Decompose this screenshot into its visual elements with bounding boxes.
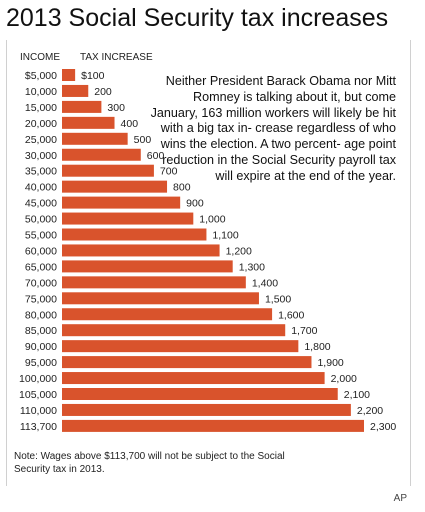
tax-increase-bar	[62, 228, 207, 241]
income-tick-label: 113,700	[20, 421, 57, 433]
tax-increase-bar	[62, 292, 259, 305]
income-tick-label: 45,000	[25, 198, 57, 210]
tax-increase-bar	[62, 340, 299, 353]
bar-value-label: 1,000	[199, 214, 225, 226]
tax-increase-bar	[62, 403, 351, 416]
tax-increase-bar	[62, 69, 76, 81]
income-tick-label: $5,000	[25, 70, 57, 82]
bar-value-label: 500	[134, 134, 152, 146]
bar-value-label: 1,600	[278, 309, 304, 321]
bar-value-label: 400	[121, 118, 139, 130]
chart-note: Note: Wages above $113,700 will not be s…	[14, 451, 285, 475]
bar-value-label: 1,500	[265, 293, 291, 305]
bar-value-label: 2,000	[331, 373, 357, 385]
bar-value-label: 2,200	[357, 405, 383, 417]
tax-increase-bar	[62, 196, 181, 209]
income-tick-label: 35,000	[25, 166, 57, 178]
income-tick-label: 20,000	[25, 118, 57, 130]
bar-value-label: 1,700	[291, 325, 317, 337]
tax-increase-bar	[62, 100, 102, 113]
chart-title: 2013 Social Security tax increases	[6, 4, 389, 32]
income-tick-label: 70,000	[25, 277, 57, 289]
bar-value-label: 2,300	[370, 421, 396, 433]
income-tick-label: 105,000	[19, 389, 57, 401]
tax-increase-bar	[62, 164, 154, 177]
bar-value-label: 200	[94, 86, 112, 98]
income-tick-label: 50,000	[25, 214, 57, 226]
income-tick-label: 65,000	[25, 261, 57, 273]
bar-value-label: 600	[147, 150, 165, 162]
income-tick-label: 30,000	[25, 150, 57, 162]
bar-value-label: 700	[160, 166, 178, 178]
income-tick-label: 10,000	[25, 86, 57, 98]
income-tick-label: 15,000	[25, 102, 57, 114]
income-tick-label: 75,000	[25, 293, 57, 305]
income-tick-label: 85,000	[25, 325, 57, 337]
income-tick-label: 25,000	[25, 134, 57, 146]
bar-value-label: 1,400	[252, 277, 278, 289]
bar-value-label: 300	[107, 102, 125, 114]
tax-increase-bar	[62, 356, 312, 369]
income-tick-label: 80,000	[25, 309, 57, 321]
tax-increase-bar	[62, 276, 246, 289]
income-tick-label: 40,000	[25, 182, 57, 194]
bar-value-label: $100	[81, 70, 105, 82]
tax-increase-bar	[62, 260, 233, 273]
tax-increase-bar	[62, 244, 220, 257]
bar-value-label: 1,800	[304, 341, 330, 353]
income-column-header: INCOME	[20, 52, 60, 63]
bar-value-label: 2,100	[344, 389, 370, 401]
tax-increase-column-header: TAX INCREASE	[80, 52, 153, 63]
income-tick-label: 90,000	[25, 341, 57, 353]
income-tick-label: 110,000	[20, 405, 57, 417]
bar-value-label: 1,100	[212, 230, 238, 242]
bar-value-label: 900	[186, 198, 204, 210]
tax-increase-bar	[62, 308, 273, 321]
tax-increase-bar	[62, 132, 128, 145]
tax-increase-bar	[62, 116, 115, 129]
income-tick-label: 100,000	[19, 373, 57, 385]
tax-increase-bar	[62, 84, 89, 97]
bar-value-label: 1,200	[226, 245, 252, 257]
bar-value-label: 1,300	[239, 261, 265, 273]
tax-increase-bar	[62, 148, 141, 161]
tax-increase-bar	[62, 372, 325, 385]
tax-increase-bar	[62, 388, 338, 400]
tax-increase-bar	[62, 212, 194, 225]
source-credit: AP	[393, 493, 407, 504]
tax-increase-bar	[62, 180, 168, 193]
bar-value-label: 1,900	[317, 357, 343, 369]
income-tick-label: 60,000	[25, 245, 57, 257]
income-tick-label: 95,000	[25, 357, 57, 369]
bar-value-label: 800	[173, 182, 191, 194]
income-tick-label: 55,000	[25, 230, 57, 242]
tax-increase-bar	[62, 324, 286, 337]
chart-frame	[6, 40, 411, 486]
tax-increase-bar	[62, 419, 364, 432]
chart-annotation: Neither President Barack Obama nor Mitt …	[150, 74, 396, 183]
